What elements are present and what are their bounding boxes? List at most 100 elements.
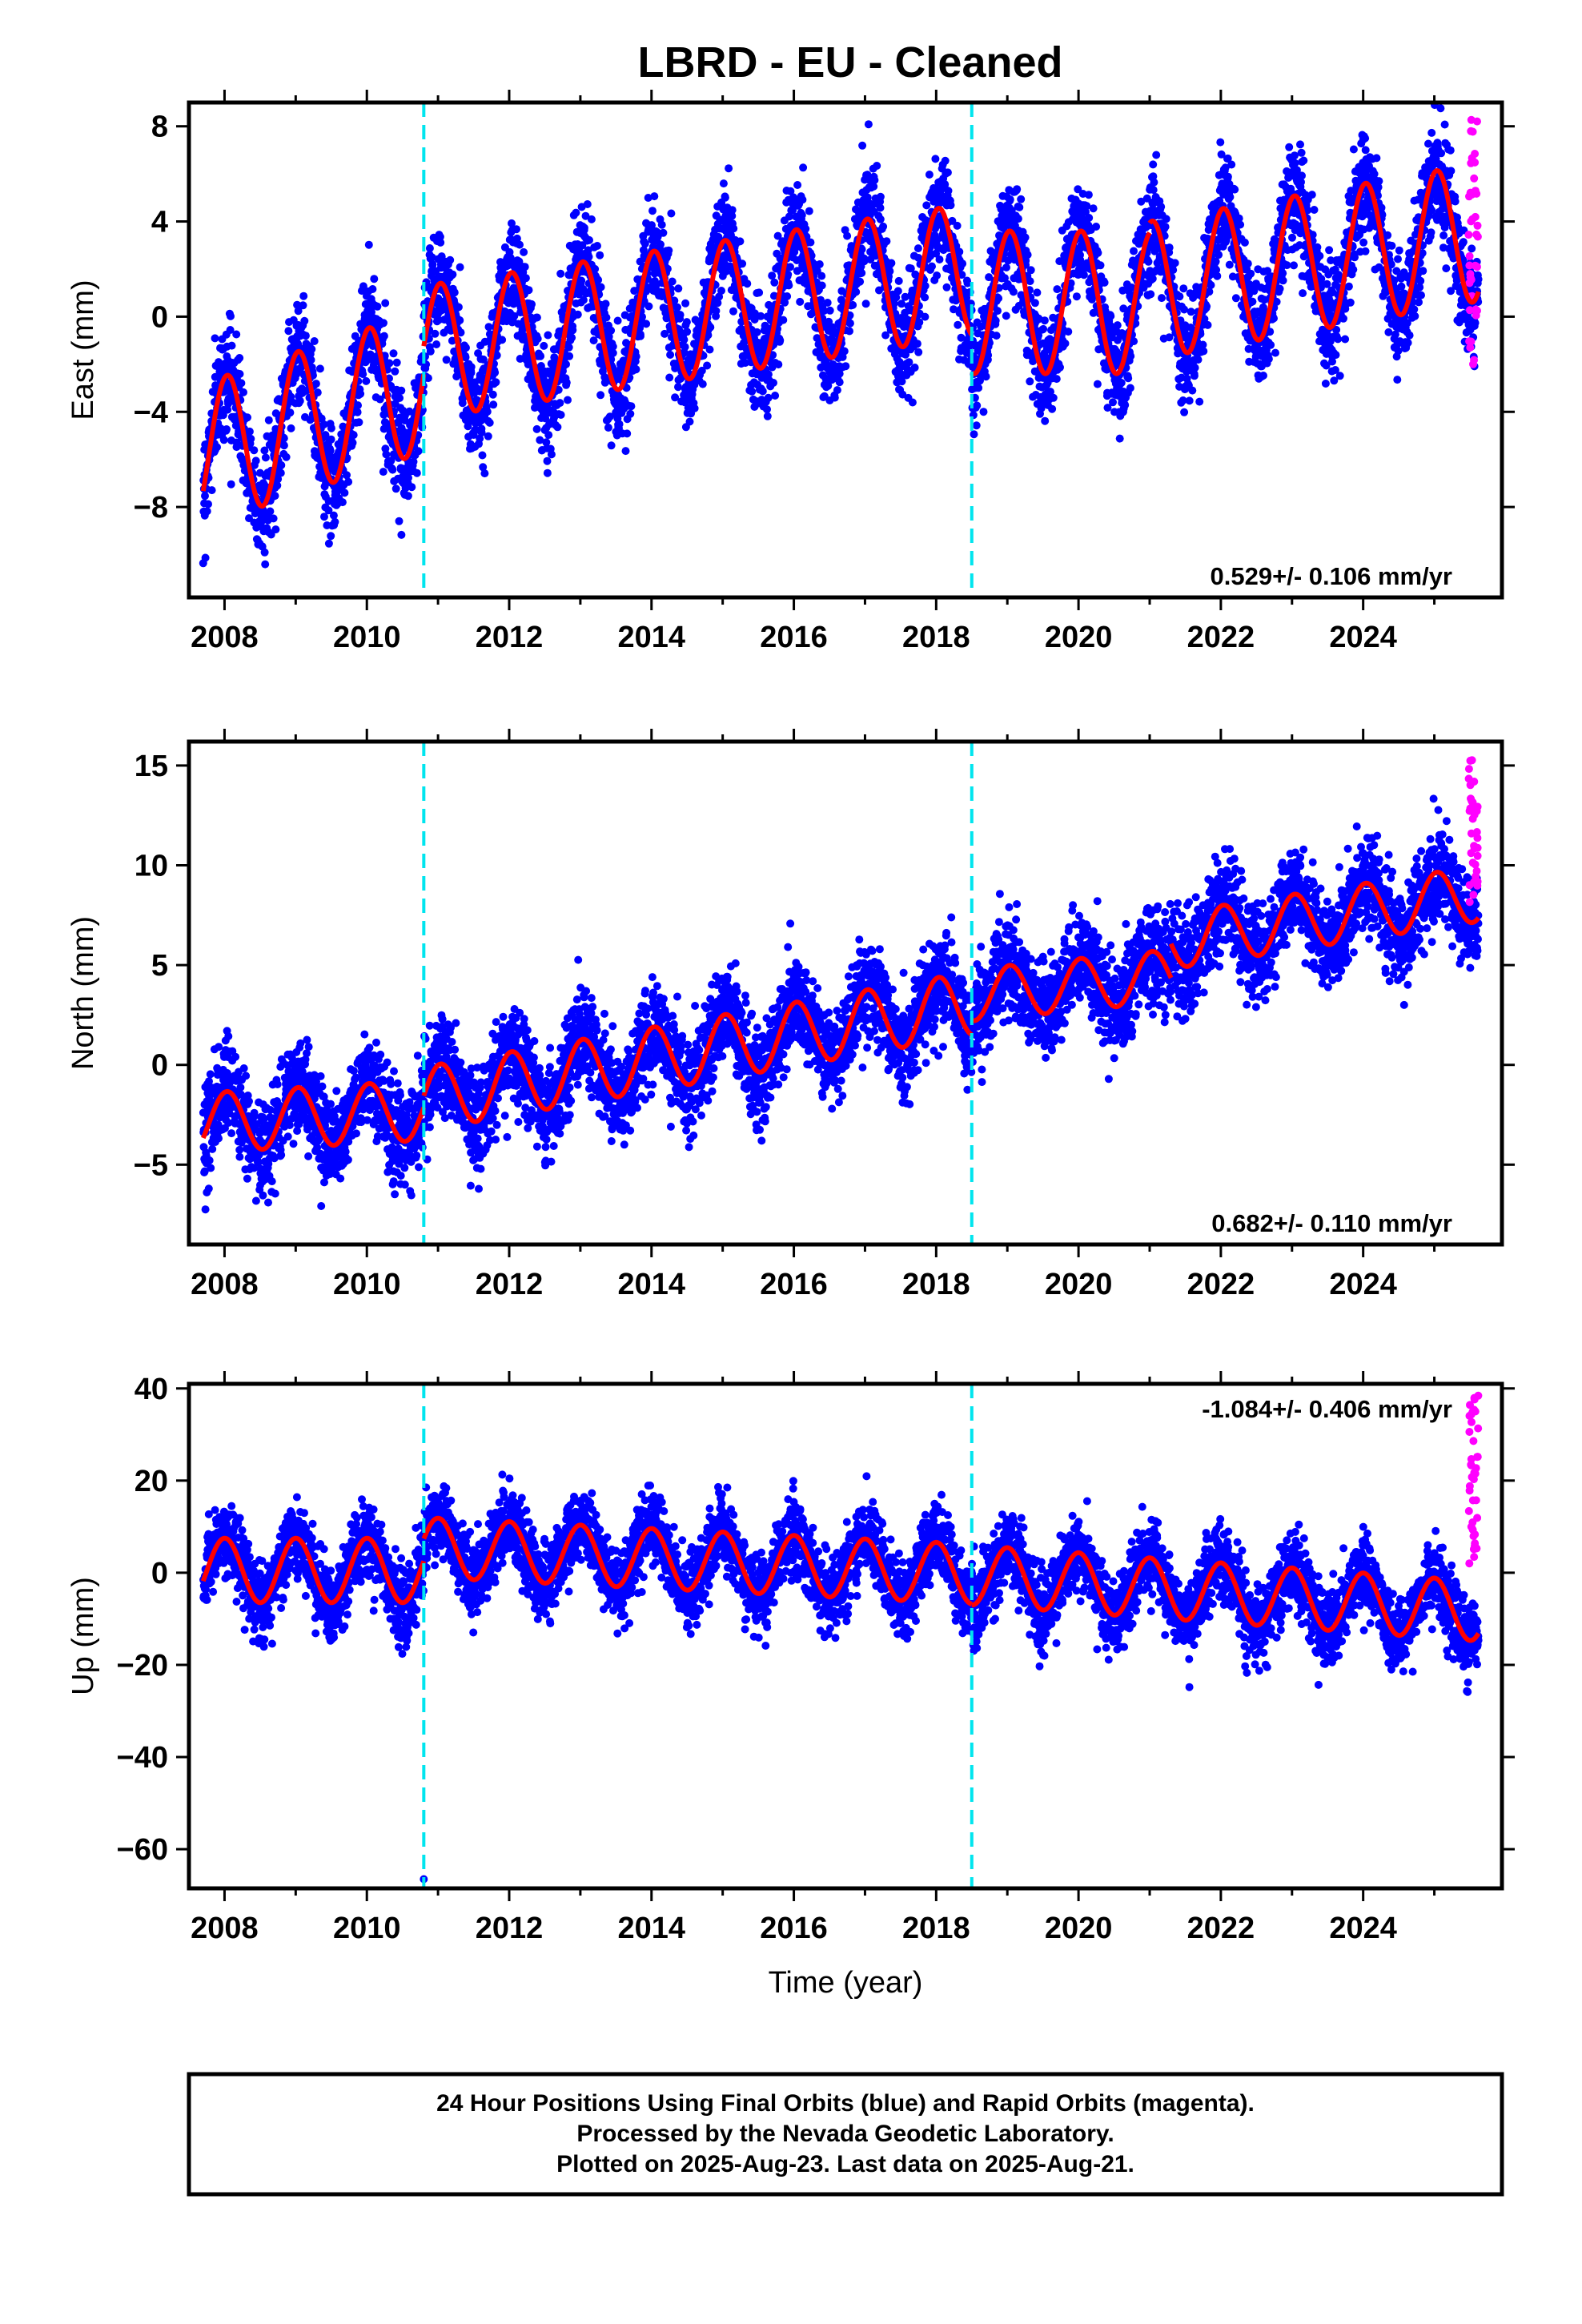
data-point	[882, 237, 891, 246]
data-point	[736, 237, 745, 246]
data-point	[426, 347, 435, 356]
data-point	[698, 380, 707, 388]
data-point	[972, 421, 981, 430]
data-point	[758, 387, 767, 396]
data-point	[536, 352, 545, 360]
data-point	[786, 263, 794, 271]
data-point	[982, 372, 990, 381]
data-point	[227, 341, 236, 350]
data-point	[267, 530, 275, 539]
data-point	[454, 303, 463, 312]
data-point	[340, 489, 349, 497]
data-point	[845, 327, 853, 336]
data-point	[528, 300, 536, 308]
data-point	[232, 330, 241, 339]
data-point	[743, 279, 752, 288]
data-point	[524, 286, 533, 295]
data-point	[721, 193, 729, 202]
data-point	[946, 201, 955, 210]
data-point	[706, 323, 715, 332]
data-point	[344, 477, 353, 486]
data-point	[261, 560, 270, 569]
data-point	[227, 312, 235, 320]
data-point	[921, 282, 930, 290]
data-point	[771, 392, 780, 400]
data-point	[331, 517, 339, 526]
data-point	[1006, 195, 1014, 204]
data-point	[776, 336, 785, 344]
data-point	[543, 456, 552, 465]
data-point	[1231, 185, 1239, 194]
data-point	[861, 300, 870, 308]
data-point	[799, 163, 808, 172]
data-point	[382, 450, 391, 459]
data-point	[565, 352, 574, 360]
data-point	[1093, 380, 1102, 388]
data-point	[286, 408, 295, 417]
data-point	[553, 423, 562, 432]
data-point	[1094, 248, 1102, 257]
data-point	[974, 384, 983, 392]
data-point	[992, 332, 1001, 340]
data-point	[492, 351, 501, 360]
data-point	[1158, 294, 1166, 303]
data-point	[1150, 178, 1158, 187]
data-point	[564, 343, 573, 352]
data-point	[763, 405, 771, 414]
data-point	[1092, 223, 1101, 231]
data-point	[763, 412, 772, 420]
data-point	[483, 408, 492, 416]
data-point	[1207, 281, 1215, 289]
data-point	[414, 447, 423, 456]
data-point	[391, 367, 400, 376]
data-point	[300, 316, 309, 325]
data-point	[893, 287, 902, 296]
data-point	[343, 471, 351, 480]
data-point	[753, 328, 761, 336]
data-point	[1259, 372, 1267, 380]
data-point	[277, 460, 286, 469]
data-point	[1270, 314, 1278, 323]
data-point	[213, 443, 221, 452]
data-point	[326, 446, 335, 455]
data-point	[1170, 259, 1179, 267]
data-point	[1213, 271, 1222, 280]
data-point	[644, 302, 653, 311]
panel-east: 2008 2010 2012 2014 2016 2018 2020 2022 2024840−…	[66, 90, 1515, 654]
plot-area-east	[199, 103, 1483, 569]
data-point	[260, 548, 269, 557]
data-point	[456, 328, 465, 337]
data-point	[668, 277, 677, 286]
data-point	[273, 481, 282, 490]
data-point	[299, 301, 307, 310]
data-point	[729, 224, 738, 233]
data-point	[544, 331, 552, 340]
data-point	[1064, 328, 1073, 336]
data-point	[1115, 434, 1124, 443]
data-point	[779, 316, 788, 324]
data-point	[680, 336, 689, 344]
data-point	[897, 300, 906, 308]
data-point	[424, 374, 432, 383]
data-point	[1130, 337, 1138, 346]
data-point	[922, 201, 931, 210]
data-point	[604, 424, 612, 432]
data-point	[568, 333, 576, 342]
data-point	[479, 463, 488, 472]
data-point	[508, 219, 516, 227]
data-point	[1084, 191, 1093, 199]
data-point	[1226, 193, 1235, 201]
data-point	[1052, 375, 1061, 384]
data-point	[498, 336, 507, 344]
data-point	[395, 517, 404, 525]
data-point	[1109, 398, 1117, 407]
data-point	[556, 411, 565, 419]
data-point	[1240, 238, 1249, 247]
data-point	[307, 345, 316, 353]
data-point	[913, 340, 921, 348]
data-point	[556, 269, 565, 278]
data-point	[719, 179, 728, 188]
data-point	[476, 434, 484, 443]
data-point	[359, 282, 367, 291]
data-point	[264, 416, 273, 424]
